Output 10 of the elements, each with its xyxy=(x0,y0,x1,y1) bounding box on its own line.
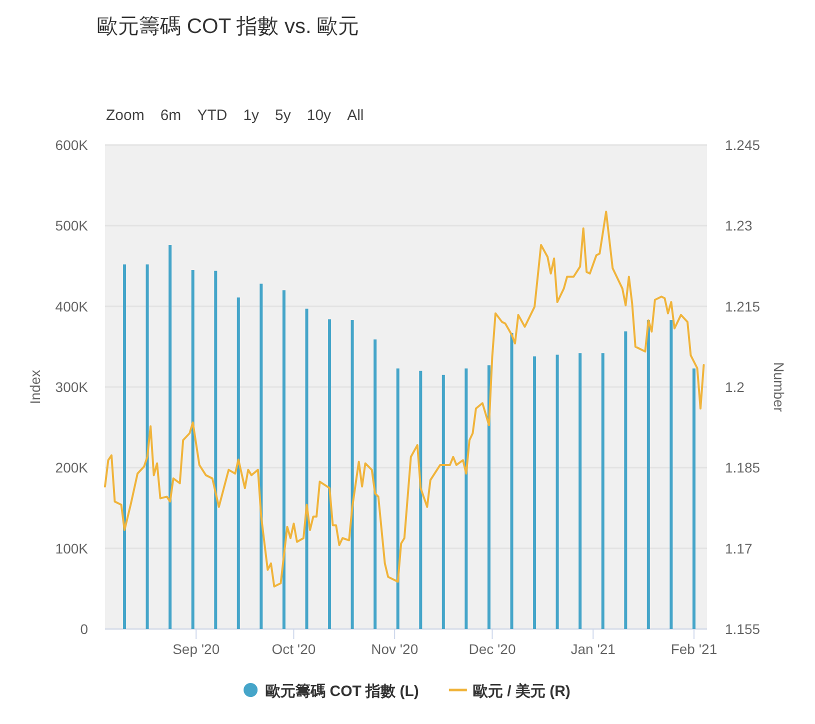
annotation: 1y xyxy=(243,107,260,124)
annotation: Zoom xyxy=(106,107,144,124)
ylabel: Index xyxy=(27,370,43,404)
annotation: All xyxy=(347,107,364,124)
y2label: Number xyxy=(771,362,787,412)
annotation: 5y xyxy=(275,107,291,124)
annotation: YTD xyxy=(197,107,228,124)
title: 歐元籌碼 COT 指數 vs. 歐元 xyxy=(97,15,360,38)
annotation: 10y xyxy=(306,107,332,124)
annotation: 6m xyxy=(160,107,182,124)
